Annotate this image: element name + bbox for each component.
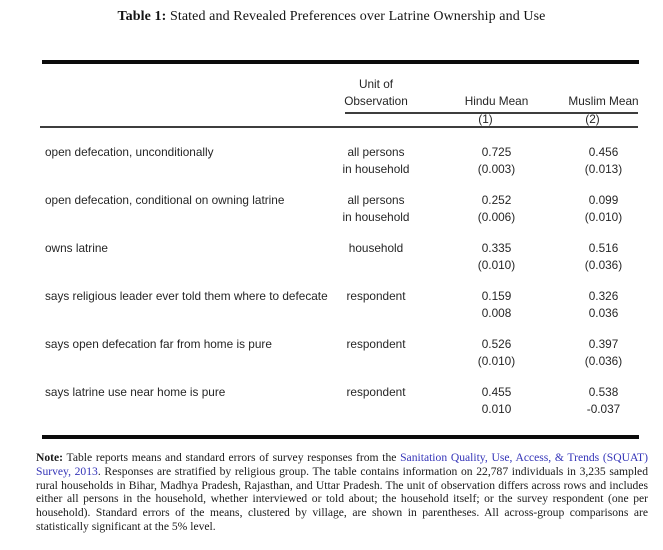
unit-line1: respondent bbox=[346, 385, 406, 399]
column-header-row: Hindu Mean Muslim Mean bbox=[40, 93, 640, 110]
unit-of-observation-cell: respondent bbox=[326, 336, 426, 370]
hindu-standard-error: 0.010 bbox=[481, 402, 512, 416]
unit-of-observation-cell: respondent bbox=[326, 288, 426, 322]
unit-of-observation-cell: household bbox=[326, 240, 426, 274]
muslim-mean-value: 0.326 bbox=[588, 289, 619, 303]
muslim-mean-value: 0.099 bbox=[588, 193, 619, 207]
header-underline-rule bbox=[345, 112, 638, 114]
row-label: open defecation, unconditionally bbox=[45, 145, 214, 159]
muslim-standard-error: 0.036 bbox=[588, 306, 619, 320]
muslim-mean-cell: 0.397 (0.036) bbox=[567, 336, 640, 370]
unit-line2: in household bbox=[342, 162, 410, 176]
muslim-mean-cell: 0.456 (0.013) bbox=[567, 144, 640, 178]
column-number-row: (1) (2) bbox=[29, 113, 629, 125]
unit-line2 bbox=[326, 257, 426, 274]
hindu-mean-cell: 0.252 (0.006) bbox=[426, 192, 567, 226]
muslim-standard-error: -0.037 bbox=[586, 402, 621, 416]
unit-header-line1: Unit of bbox=[358, 77, 394, 91]
table-row: says latrine use near home is pure respo… bbox=[40, 384, 640, 418]
column-number-2: (2) bbox=[585, 112, 600, 126]
hindu-mean-value: 0.252 bbox=[481, 193, 512, 207]
unit-line1: respondent bbox=[346, 337, 406, 351]
squat-survey-link[interactable]: Sanitation Quality, Use, Access, & Trend… bbox=[36, 451, 648, 478]
hindu-mean-cell: 0.335 (0.010) bbox=[426, 240, 567, 274]
hindu-standard-error: (0.003) bbox=[477, 162, 516, 176]
hindu-standard-error: (0.010) bbox=[477, 258, 516, 272]
header-spacer bbox=[40, 93, 426, 110]
colnum-spacer bbox=[29, 113, 415, 125]
preferences-table: Unit of Observation Hindu Mean Muslim Me… bbox=[40, 60, 640, 440]
note-text-before-link: Table reports means and standard errors … bbox=[63, 451, 401, 464]
table-body: open defecation, unconditionally all per… bbox=[40, 128, 640, 432]
muslim-mean-cell: 0.099 (0.010) bbox=[567, 192, 640, 226]
hindu-standard-error: (0.010) bbox=[477, 354, 516, 368]
table-title-text: Stated and Revealed Preferences over Lat… bbox=[166, 9, 546, 24]
muslim-mean-value: 0.397 bbox=[588, 337, 619, 351]
table-title: Table 1: Stated and Revealed Preferences… bbox=[0, 9, 663, 25]
unit-line1: all persons bbox=[347, 193, 405, 207]
header-bottom-rule bbox=[40, 126, 638, 128]
hindu-mean-cell: 0.725 (0.003) bbox=[426, 144, 567, 178]
unit-of-observation-cell: all persons in household bbox=[326, 144, 426, 178]
table-row: owns latrine household 0.335 (0.010) 0.5… bbox=[40, 240, 640, 274]
muslim-mean-cell: 0.516 (0.036) bbox=[567, 240, 640, 274]
muslim-mean-value: 0.516 bbox=[588, 241, 619, 255]
column-number-1: (1) bbox=[478, 112, 493, 126]
hindu-mean-cell: 0.159 0.008 bbox=[426, 288, 567, 322]
hindu-mean-header: Hindu Mean bbox=[464, 94, 529, 108]
table-row: says religious leader ever told them whe… bbox=[40, 288, 640, 322]
table-note: Note: Table reports means and standard e… bbox=[36, 451, 648, 534]
muslim-mean-value: 0.456 bbox=[588, 145, 619, 159]
hindu-mean-cell: 0.455 0.010 bbox=[426, 384, 567, 418]
unit-line1: all persons bbox=[347, 145, 405, 159]
table-row: says open defecation far from home is pu… bbox=[40, 336, 640, 370]
table-bottom-rule bbox=[42, 435, 639, 439]
hindu-mean-value: 0.159 bbox=[481, 289, 512, 303]
note-text-after-link: . Responses are stratified by religious … bbox=[36, 464, 648, 533]
hindu-mean-value: 0.455 bbox=[481, 385, 512, 399]
unit-line1: household bbox=[348, 241, 404, 255]
hindu-mean-cell: 0.526 (0.010) bbox=[426, 336, 567, 370]
unit-of-observation-cell: respondent bbox=[326, 384, 426, 418]
row-label: says religious leader ever told them whe… bbox=[45, 289, 328, 303]
row-label: says latrine use near home is pure bbox=[45, 385, 226, 399]
note-label: Note: bbox=[36, 451, 64, 464]
hindu-mean-value: 0.526 bbox=[481, 337, 512, 351]
muslim-mean-value: 0.538 bbox=[588, 385, 619, 399]
hindu-standard-error: 0.008 bbox=[481, 306, 512, 320]
table-top-rule bbox=[42, 60, 639, 64]
table-row: open defecation, unconditionally all per… bbox=[40, 144, 640, 178]
row-label: says open defecation far from home is pu… bbox=[45, 337, 272, 351]
unit-line2: in household bbox=[342, 210, 410, 224]
table-row: open defecation, conditional on owning l… bbox=[40, 192, 640, 226]
hindu-standard-error: (0.006) bbox=[477, 210, 516, 224]
hindu-mean-value: 0.725 bbox=[481, 145, 512, 159]
muslim-standard-error: (0.013) bbox=[584, 162, 623, 176]
row-label: open defecation, conditional on owning l… bbox=[45, 193, 285, 207]
muslim-standard-error: (0.010) bbox=[584, 210, 623, 224]
muslim-mean-header: Muslim Mean bbox=[568, 94, 639, 108]
unit-of-observation-cell: all persons in household bbox=[326, 192, 426, 226]
hindu-mean-value: 0.335 bbox=[481, 241, 512, 255]
unit-header-line2: Observation bbox=[344, 94, 408, 108]
unit-line2 bbox=[326, 305, 426, 322]
muslim-standard-error: (0.036) bbox=[584, 258, 623, 272]
muslim-mean-cell: 0.538 -0.037 bbox=[567, 384, 640, 418]
unit-line1: respondent bbox=[346, 289, 406, 303]
muslim-standard-error: (0.036) bbox=[584, 354, 623, 368]
unit-line2 bbox=[326, 353, 426, 370]
muslim-mean-cell: 0.326 0.036 bbox=[567, 288, 640, 322]
unit-line2 bbox=[326, 401, 426, 418]
table-number-label: Table 1: bbox=[117, 9, 167, 24]
unit-of-observation-header: Unit of Observation bbox=[326, 76, 426, 110]
row-label: owns latrine bbox=[45, 241, 108, 255]
